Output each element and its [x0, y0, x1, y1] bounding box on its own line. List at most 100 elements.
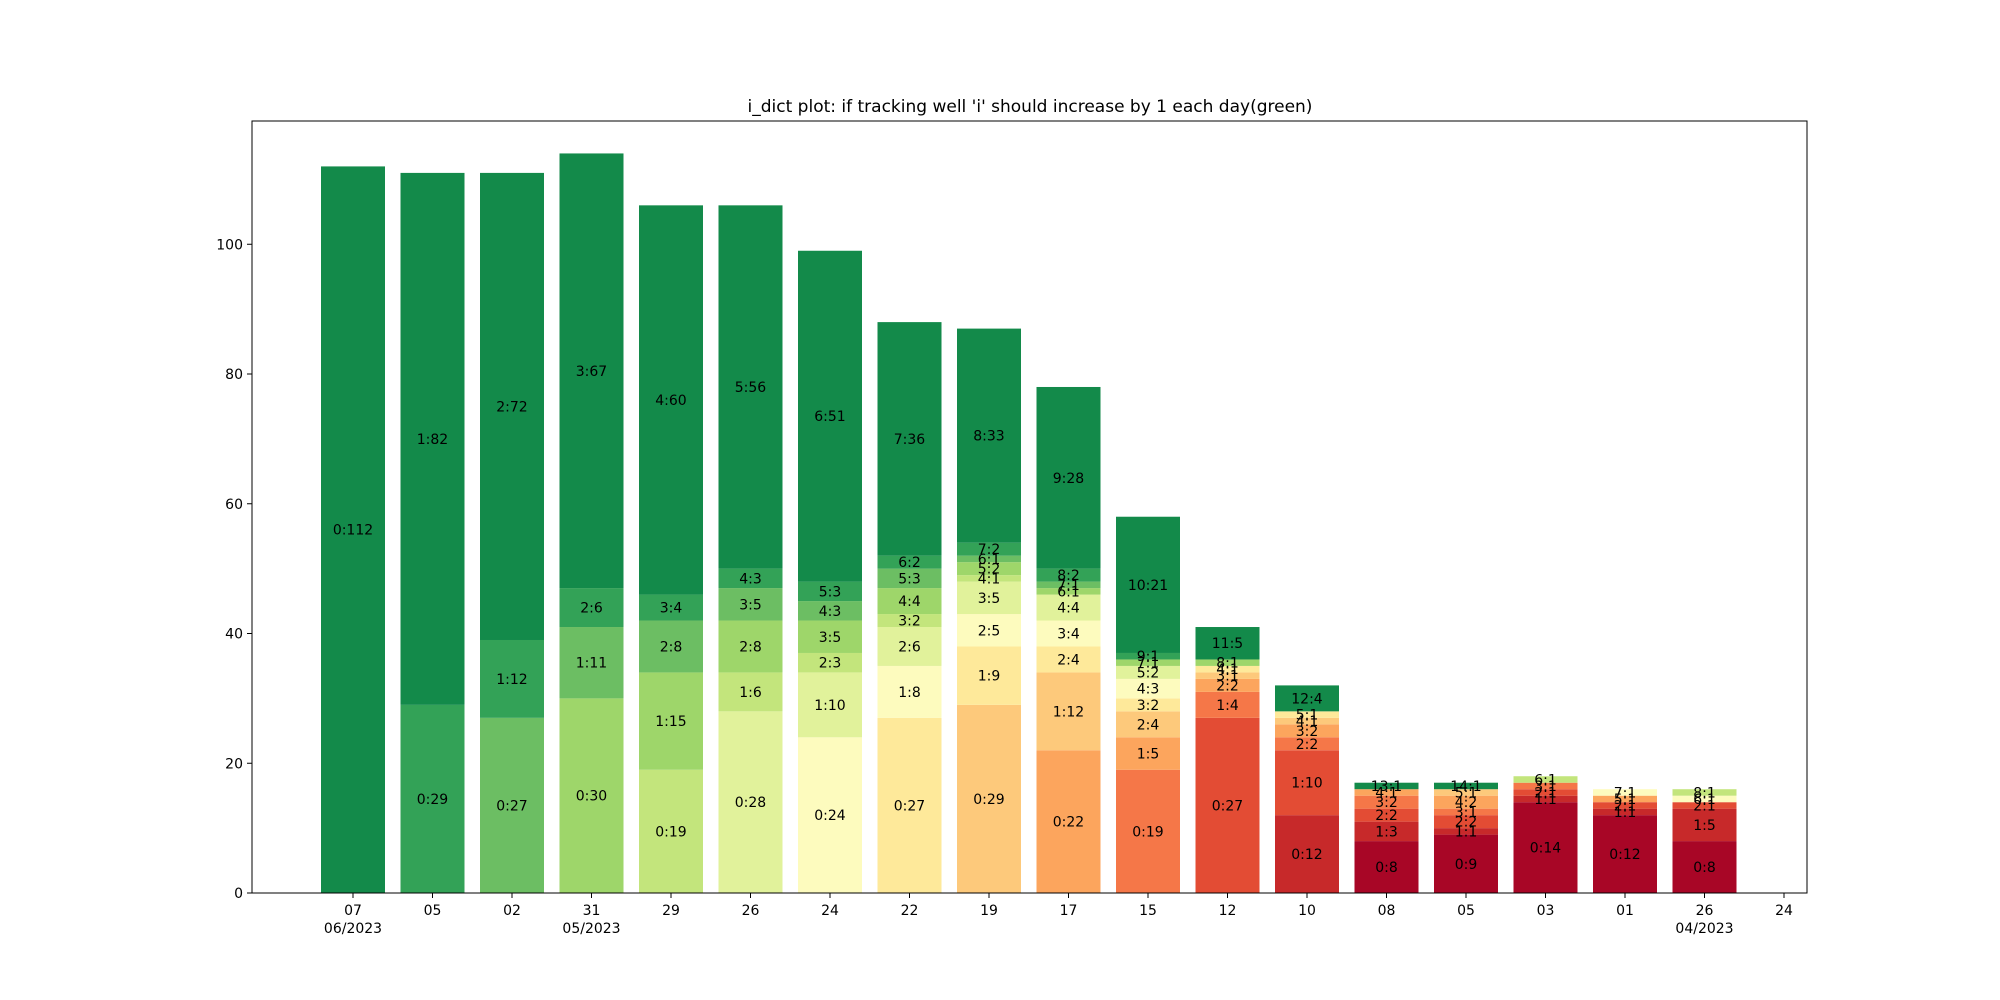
- bar-segment: [877, 568, 942, 589]
- bar-segment: [1036, 568, 1101, 582]
- segment-label: 1:10: [814, 698, 845, 714]
- bar-segment: [1434, 795, 1498, 809]
- bar-segment: [639, 594, 703, 621]
- segment-label: 4:1: [1296, 714, 1319, 730]
- segment-label: 1:6: [739, 685, 762, 701]
- bar-segment: [1036, 750, 1101, 893]
- x-tick-label: 15: [1139, 903, 1157, 919]
- bar-segment: [957, 646, 1021, 705]
- bar-segment: [877, 717, 942, 893]
- segment-label: 1:82: [417, 432, 448, 448]
- chart-title: i_dict plot: if tracking well 'i' should…: [748, 97, 1313, 117]
- bar-segment: [718, 711, 783, 893]
- bar-segment: [1195, 672, 1260, 679]
- bar-segment: [480, 639, 544, 718]
- y-axis: 0 20 40 60 80 100: [216, 237, 252, 902]
- bar-segment: [1434, 782, 1498, 790]
- segment-label: 4:3: [1137, 682, 1160, 698]
- segment-label: 4:4: [1057, 601, 1080, 617]
- bar-segment: [321, 166, 385, 893]
- segment-label: 8:1: [1693, 785, 1716, 801]
- bar-segment: [480, 717, 544, 893]
- bar-segment: [1036, 588, 1101, 595]
- x-tick-label: 22: [901, 903, 919, 919]
- bar-segment: [718, 672, 783, 712]
- bar-segment: [1036, 620, 1101, 647]
- bar-segment: [1354, 808, 1419, 822]
- bar-segment: [559, 627, 624, 699]
- bar-segment: [798, 250, 862, 582]
- bar-segment: [798, 652, 862, 673]
- x-tick-label: 24: [821, 903, 839, 919]
- x-tick-label: 05: [424, 903, 442, 919]
- bar-segment: [1275, 717, 1339, 725]
- x-tick-label: 29: [662, 903, 680, 919]
- x-tick-label: 19: [980, 903, 998, 919]
- segment-label: 3:67: [576, 364, 607, 380]
- bar-segment: [1513, 782, 1578, 790]
- bar-segment: [1593, 789, 1657, 796]
- segment-label: 4:4: [898, 594, 921, 610]
- bar-segment: [1195, 665, 1260, 673]
- bar-segment: [1434, 815, 1498, 829]
- bar-segment: [1116, 698, 1180, 712]
- segment-label: 13:1: [1371, 779, 1402, 795]
- bar-segment: [1036, 672, 1101, 751]
- segment-label: 4:1: [1375, 785, 1398, 801]
- bar-segment: [1116, 652, 1180, 660]
- segment-label: 7:1: [1057, 578, 1080, 594]
- segment-label: 4:3: [739, 571, 762, 587]
- bar-segment: [877, 555, 942, 569]
- x-tick-label: 05: [1457, 903, 1475, 919]
- bar-segment: [1195, 691, 1260, 718]
- bar-segment: [1116, 516, 1180, 653]
- bar-segment: [718, 588, 783, 621]
- segment-label: 3:4: [1057, 627, 1080, 643]
- segment-label: 5:1: [1455, 785, 1478, 801]
- bar-segment: [1434, 828, 1498, 835]
- segment-label: 7:1: [1614, 785, 1637, 801]
- bar-segment: [798, 737, 862, 893]
- segment-label: 1:12: [496, 672, 527, 688]
- bar-segment: [1036, 581, 1101, 589]
- bar-segment: [718, 620, 783, 673]
- bar-segment: [1593, 808, 1657, 816]
- x-tick-label: 24: [1775, 903, 1793, 919]
- x-tick-label: 12: [1219, 903, 1237, 919]
- segment-label: 0:22: [1053, 815, 1084, 831]
- bar-segment: [1672, 802, 1737, 809]
- segment-label: 4:2: [1455, 795, 1478, 811]
- y-tick-label: 0: [234, 886, 243, 902]
- bar-segment: [1354, 841, 1419, 893]
- bar-segment: [1116, 659, 1180, 666]
- bar-segment: [957, 328, 1021, 543]
- bar-segment: [1275, 750, 1339, 816]
- segment-label: 7:1: [1137, 656, 1160, 672]
- segment-label: 7:2: [978, 542, 1001, 558]
- segment-label: 14:1: [1450, 779, 1481, 795]
- x-tick-sublabel: 06/2023: [324, 921, 382, 937]
- segment-label: 2:5: [978, 623, 1001, 639]
- segment-label: 6:1: [1693, 792, 1716, 808]
- bar-segment: [480, 172, 544, 640]
- x-axis: 07 06/2023 05 02 31 05/2023 29 26 24 22 19 17 15 12 10…: [324, 893, 1793, 937]
- segment-label: 3:1: [1534, 779, 1557, 795]
- bar-segment: [877, 322, 942, 556]
- segment-label: 2:6: [898, 639, 921, 655]
- segment-label: 5:3: [819, 584, 842, 600]
- bar-segment: [718, 568, 783, 589]
- segment-label: 2:1: [1534, 785, 1557, 801]
- segment-label: 5:56: [735, 380, 767, 396]
- bar-segment: [877, 588, 942, 615]
- bar-segment: [1275, 737, 1339, 751]
- bars-layer: [321, 153, 1737, 893]
- segment-label: 6:51: [814, 409, 845, 425]
- segment-label: 0:30: [576, 789, 607, 805]
- bar-segment: [1354, 795, 1419, 809]
- x-tick-label: 17: [1060, 903, 1078, 919]
- segment-label: 1:15: [655, 714, 686, 730]
- segment-label: 3:1: [1216, 669, 1239, 685]
- segment-label: 2:2: [1455, 815, 1478, 831]
- bar-segment: [957, 581, 1021, 615]
- bar-segment: [1116, 711, 1180, 738]
